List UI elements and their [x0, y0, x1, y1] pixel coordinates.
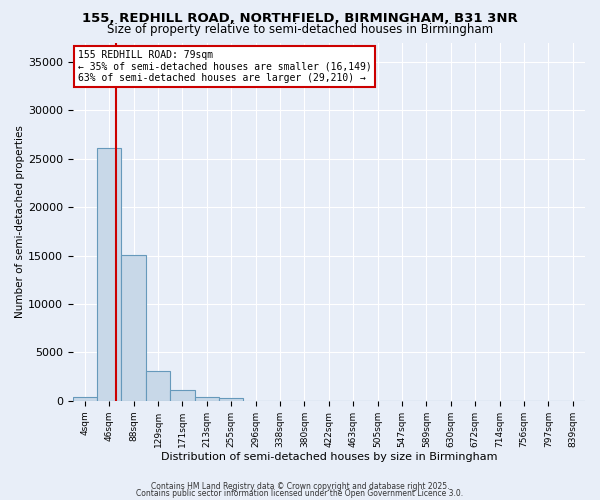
Text: Contains HM Land Registry data © Crown copyright and database right 2025.: Contains HM Land Registry data © Crown c… [151, 482, 449, 491]
Text: Contains public sector information licensed under the Open Government Licence 3.: Contains public sector information licen… [136, 488, 464, 498]
Bar [73, 397, 97, 401]
Bar [97, 148, 121, 401]
Bar [219, 398, 244, 401]
Y-axis label: Number of semi-detached properties: Number of semi-detached properties [15, 125, 25, 318]
Bar [146, 372, 170, 401]
Bar [194, 397, 219, 401]
X-axis label: Distribution of semi-detached houses by size in Birmingham: Distribution of semi-detached houses by … [161, 452, 497, 462]
Text: 155 REDHILL ROAD: 79sqm
← 35% of semi-detached houses are smaller (16,149)
63% o: 155 REDHILL ROAD: 79sqm ← 35% of semi-de… [78, 50, 371, 83]
Bar [170, 390, 194, 401]
Bar [121, 254, 146, 401]
Text: Size of property relative to semi-detached houses in Birmingham: Size of property relative to semi-detach… [107, 22, 493, 36]
Text: 155, REDHILL ROAD, NORTHFIELD, BIRMINGHAM, B31 3NR: 155, REDHILL ROAD, NORTHFIELD, BIRMINGHA… [82, 12, 518, 26]
